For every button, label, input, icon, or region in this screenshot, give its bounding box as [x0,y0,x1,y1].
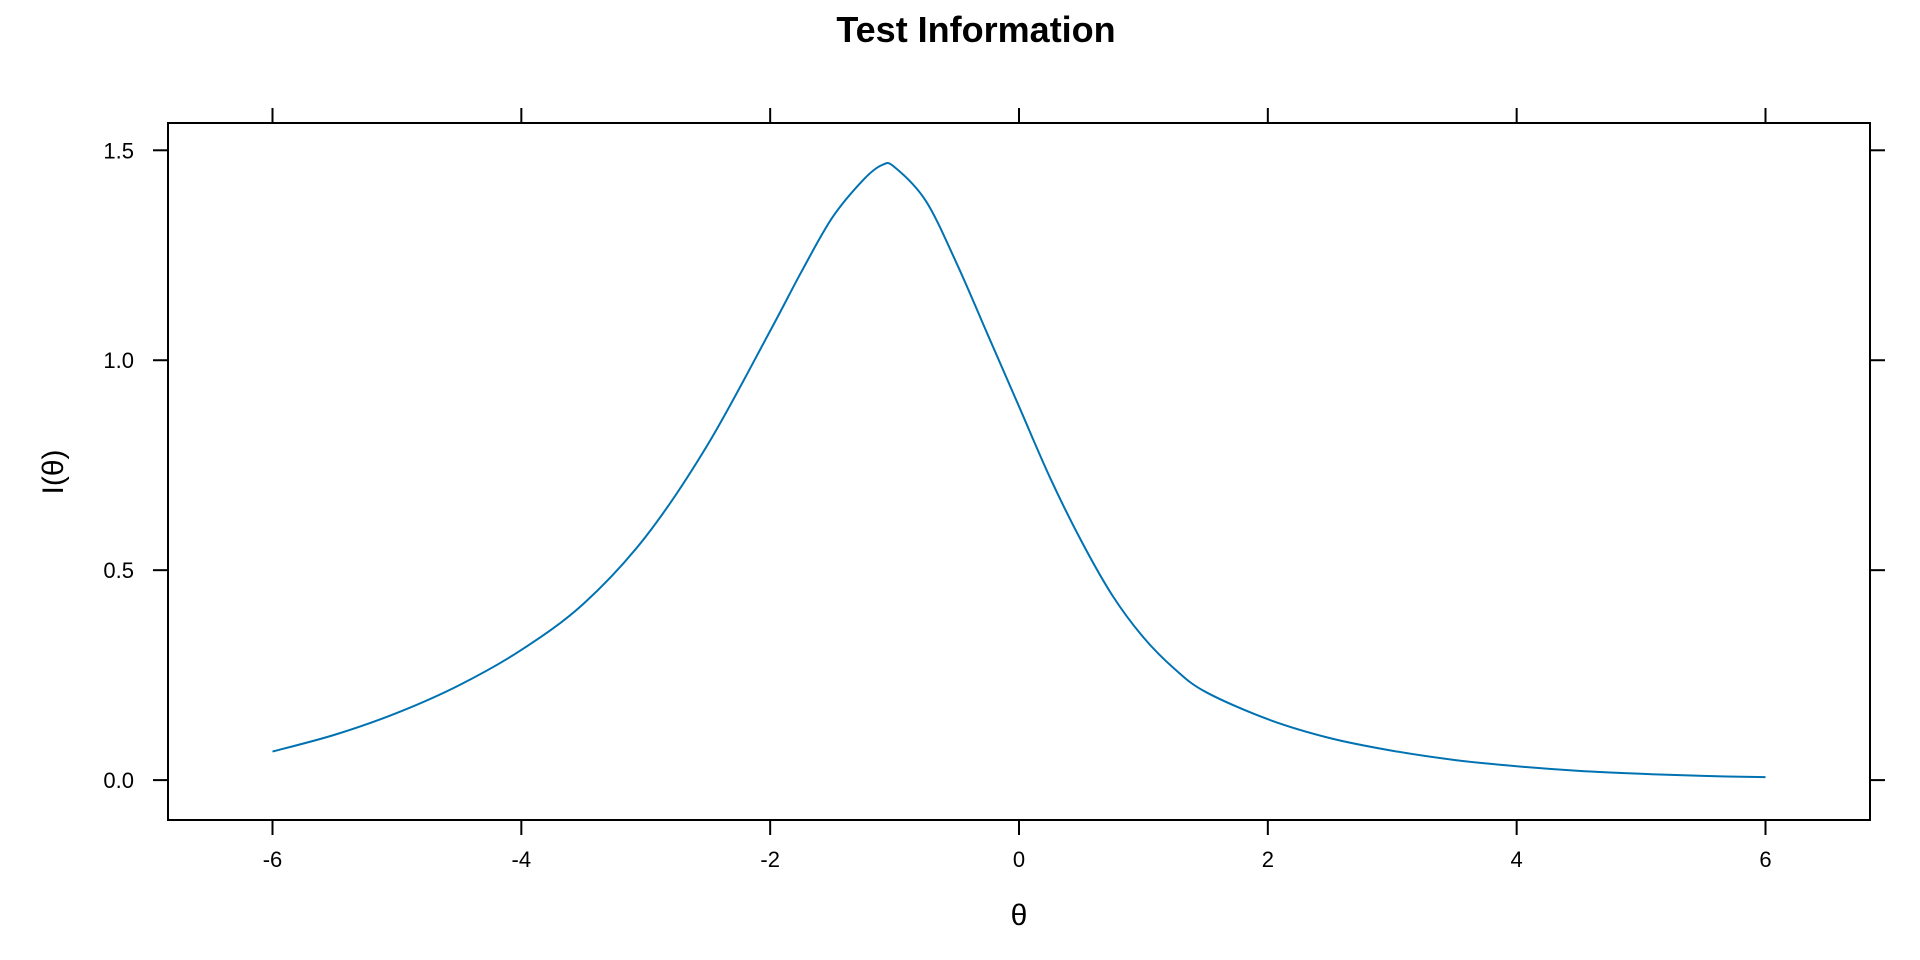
x-axis-label: θ [1011,899,1028,932]
x-tick-label: 4 [1511,847,1523,872]
x-tick-label: -4 [512,847,532,872]
x-tick-label: -6 [263,847,283,872]
y-tick-label: 0.5 [103,558,134,583]
y-tick-label: 1.0 [103,348,134,373]
plot-frame [167,122,1871,821]
y-axis-label: I(θ) [37,450,70,495]
x-axis: -6 -4 -2 0 2 4 6 [263,108,1772,872]
x-tick-label: 2 [1262,847,1274,872]
y-tick-label: 0.0 [103,768,134,793]
x-tick-label: 6 [1759,847,1771,872]
x-tick-label: -2 [760,847,780,872]
y-tick-label: 1.5 [103,138,134,163]
series-layer [272,162,1766,779]
y-axis: 0.0 0.5 1.0 1.5 [103,138,1885,793]
series-line [272,162,1766,779]
x-tick-label: 0 [1013,847,1025,872]
chart-title: Test Information [836,9,1115,50]
